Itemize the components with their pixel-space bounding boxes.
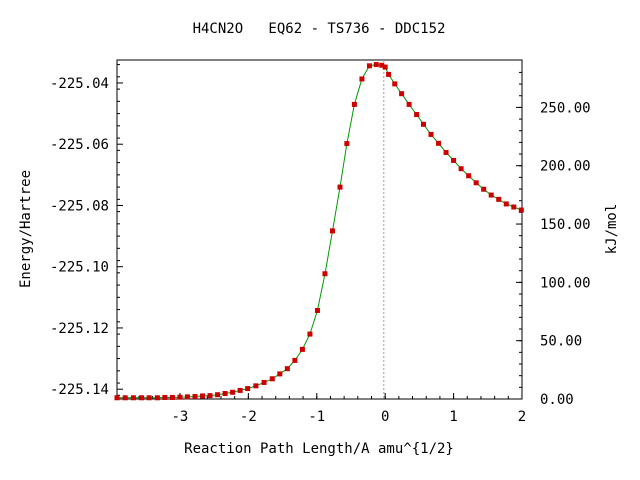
data-point [237,387,243,393]
data-point [466,173,472,179]
data-markers [114,62,524,401]
data-point [359,76,365,82]
data-point [414,112,420,118]
y2-tick-label: 100.00 [540,275,591,291]
data-point [253,383,259,389]
x-tick-label: 0 [381,409,389,425]
data-point [222,390,228,396]
data-point [122,395,128,401]
y2-tick-label: 0.00 [540,392,574,408]
y-axis-right: 0.00 50.00 100.00 150.00 200.00 250.00 [516,71,591,408]
energy-curve [117,64,522,399]
y-tick-label: -225.08 [50,198,109,214]
y2-tick-label: 150.00 [540,217,591,233]
data-point [518,207,524,213]
data-point [337,184,343,190]
data-point [269,376,275,382]
data-point [473,180,479,186]
data-point [177,394,183,400]
data-point [139,395,145,401]
data-point [169,394,175,400]
x-axis-label: Reaction Path Length/A amu^{1/2} [184,441,454,457]
data-point [284,366,290,372]
chart-title: H4CN2O EQ62 - TS736 - DDC152 [193,21,446,37]
data-point [373,62,379,68]
data-point [130,395,136,401]
y-tick-label: -225.14 [50,382,109,398]
x-axis: -3 -2 -1 0 1 2 [124,393,526,425]
data-point [146,395,152,401]
data-point [481,186,487,192]
x-tick-label: -1 [308,409,325,425]
data-point [451,157,457,163]
data-point [200,393,206,399]
data-point [382,64,388,70]
data-point [299,346,305,352]
data-point [207,393,213,399]
y2-tick-label: 250.00 [540,100,591,116]
data-point [292,357,298,363]
data-point [245,386,251,392]
data-point [443,149,449,155]
y-axis-label: Energy/Hartree [18,170,34,288]
y-axis-left: -225.04 -225.06 -225.08 -225.10 -225.12 -225.… [50,64,123,398]
plot-frame [116,59,523,400]
x-tick-label: -2 [240,409,257,425]
data-point [162,394,168,400]
x-tick-label: 2 [518,409,526,425]
data-point [399,91,405,97]
data-point [277,371,283,377]
data-point [436,140,442,146]
y-tick-label: -225.12 [50,321,109,337]
data-point [344,141,350,147]
data-point [420,121,426,127]
data-point [406,101,412,107]
data-point [503,201,509,207]
data-point [192,394,198,400]
data-point [184,394,190,400]
data-point [314,307,320,313]
data-point [329,228,335,234]
data-point [366,63,372,69]
data-point [488,192,494,198]
data-point [307,331,313,337]
x-tick-label: 1 [449,409,457,425]
data-point [496,196,502,202]
y-tick-label: -225.10 [50,260,109,276]
data-point [230,389,236,395]
y-tick-label: -225.04 [50,76,109,92]
data-point [261,379,267,385]
data-point [154,395,160,401]
x-tick-label: -3 [172,409,189,425]
data-point [511,204,517,210]
y-tick-label: -225.06 [50,137,109,153]
data-point [386,71,392,77]
y2-axis-label: kJ/mol [604,204,620,255]
y2-tick-label: 50.00 [540,334,582,350]
y2-tick-label: 200.00 [540,159,591,175]
data-point [379,62,385,68]
data-point [428,131,434,137]
data-point [215,392,221,398]
data-point [392,81,398,87]
data-point [114,395,120,401]
data-point [458,166,464,172]
data-point [351,101,357,107]
data-point [322,271,328,277]
